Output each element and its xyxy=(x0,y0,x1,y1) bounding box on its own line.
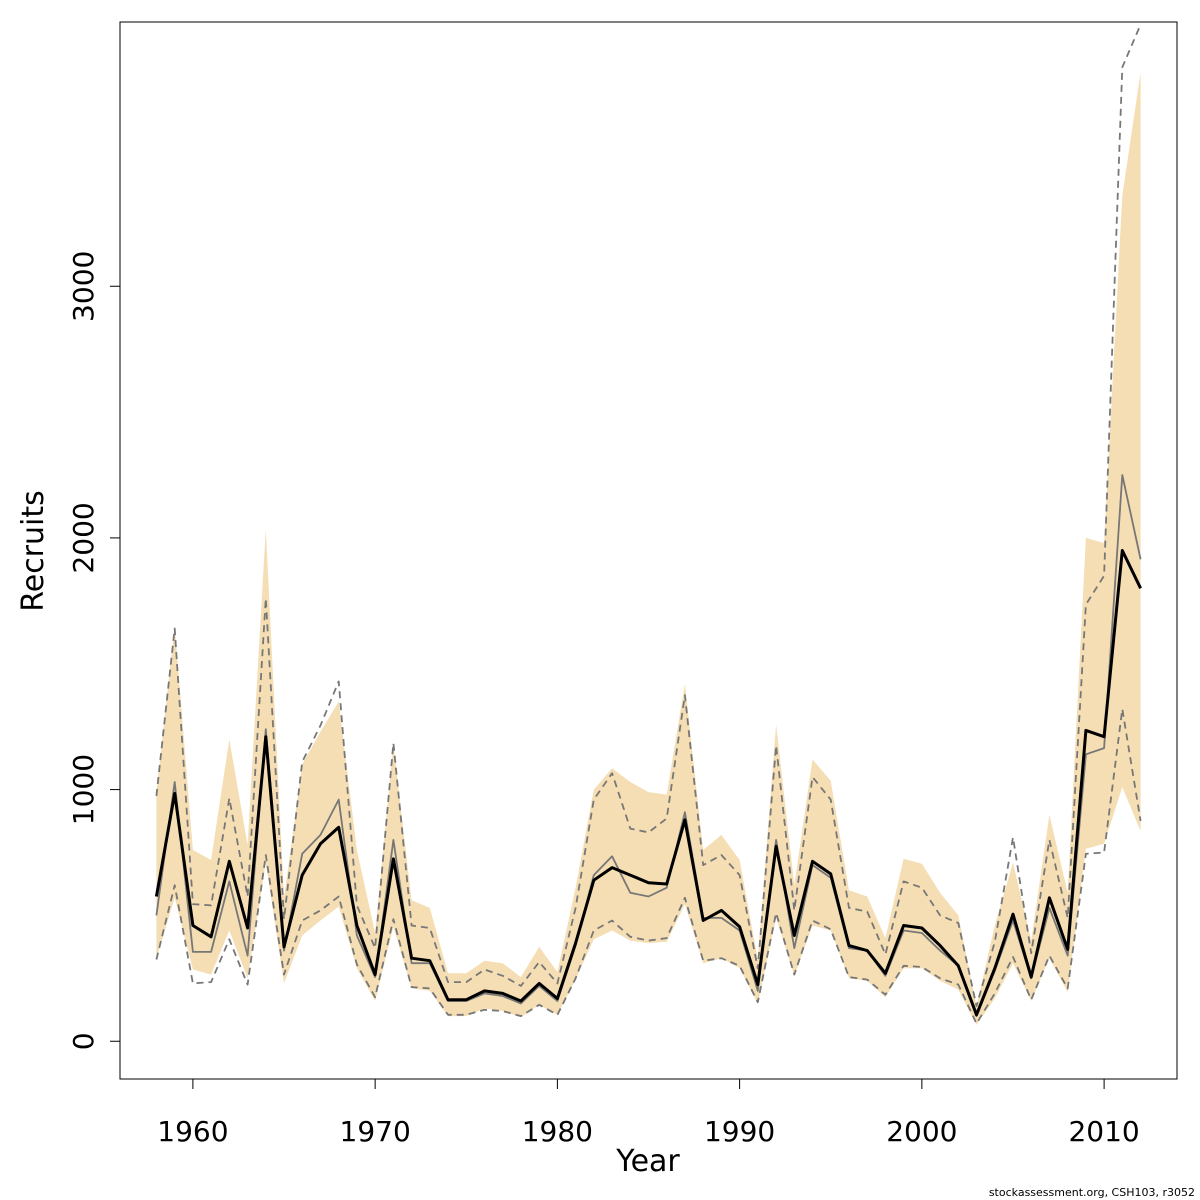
series-lines-layer xyxy=(154,24,1142,1025)
series-line-0 xyxy=(154,549,1142,1017)
y-tick-label: 2000 xyxy=(67,502,100,573)
x-tick-label: 2010 xyxy=(1068,1115,1139,1148)
y-tick-label: 1000 xyxy=(67,754,100,825)
x-tick-label: 2000 xyxy=(886,1115,957,1148)
footnote: stockassessment.org, CSH103, r3052 xyxy=(989,1186,1195,1199)
y-axis-title: Recruits xyxy=(16,490,51,612)
x-tick-label: 1990 xyxy=(704,1115,775,1148)
x-tick-label: 1970 xyxy=(340,1115,411,1148)
y-axis: 0 1000 2000 3000 xyxy=(67,251,121,1050)
x-tick-label: 1960 xyxy=(157,1115,228,1148)
x-tick-label: 1980 xyxy=(522,1115,593,1148)
series-line-2 xyxy=(155,24,1142,1007)
y-tick-label: 0 xyxy=(67,1032,100,1050)
y-tick-label: 3000 xyxy=(67,251,100,322)
x-axis-title: Year xyxy=(615,1144,680,1179)
x-axis: 1960 1970 1980 1990 2000 2010 xyxy=(157,1078,1140,1148)
